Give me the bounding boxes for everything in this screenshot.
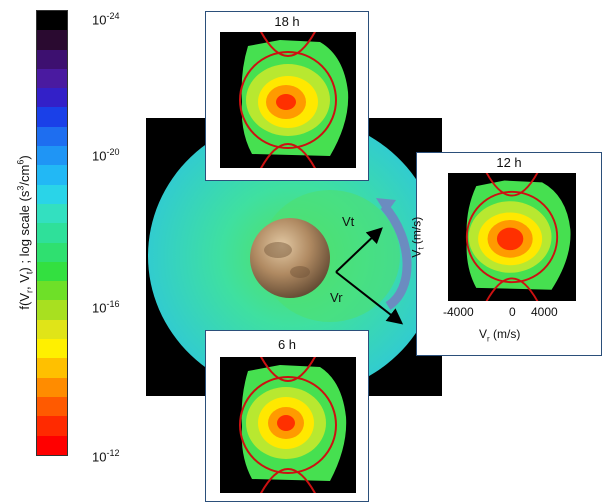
panel-6h: 6 h — [205, 330, 369, 502]
panel-12h-title: 12 h — [417, 155, 601, 170]
mars-planet — [250, 218, 330, 298]
panel-12h: 12 h Vt (m/s) -4000 0 4000 Vr (m/s) — [416, 152, 602, 356]
panel-18h-plot — [220, 32, 356, 168]
panel-6h-plot — [220, 357, 356, 493]
vt-label: Vt — [342, 214, 354, 229]
panel-12h-xtick-2: 0 — [509, 305, 516, 319]
panel-12h-xlabel: Vr (m/s) — [479, 327, 520, 343]
panel-12h-xtick-1: -4000 — [443, 305, 474, 319]
panel-18h-title: 18 h — [206, 14, 368, 29]
panel-12h-xtick-3: 4000 — [531, 305, 558, 319]
panel-12h-ylabel: Vt (m/s) — [409, 217, 425, 258]
panel-12h-plot — [447, 173, 577, 301]
panel-6h-title: 6 h — [206, 337, 368, 352]
panel-18h: 18 h — [205, 11, 369, 181]
vr-label: Vr — [330, 290, 343, 305]
